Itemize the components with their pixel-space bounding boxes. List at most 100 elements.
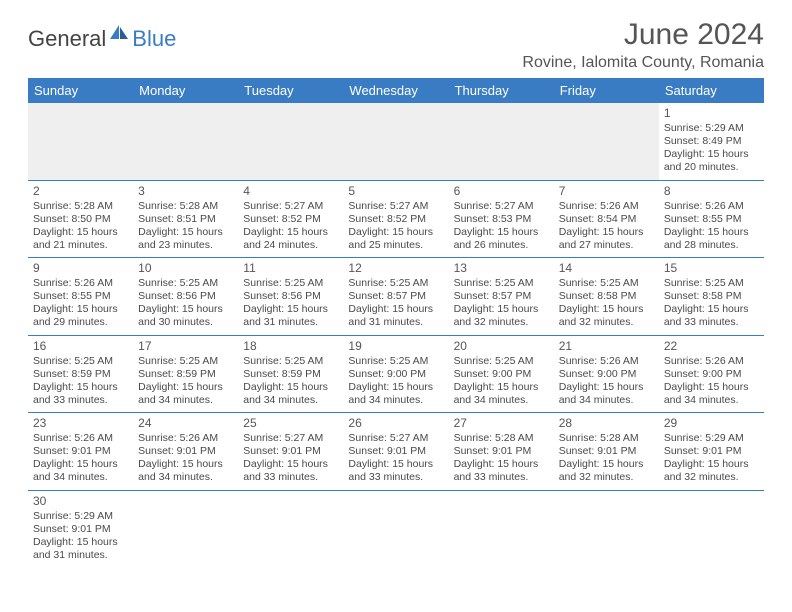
daylight-text: Daylight: 15 hours and 31 minutes. xyxy=(33,536,128,562)
calendar-cell: 13Sunrise: 5:25 AMSunset: 8:57 PMDayligh… xyxy=(449,258,554,336)
logo: General Blue xyxy=(28,24,176,53)
sunrise-text: Sunrise: 5:28 AM xyxy=(138,200,233,213)
page-header: General Blue June 2024 Rovine, Ialomita … xyxy=(28,18,764,72)
weekday-header: Sunday xyxy=(28,78,133,103)
sunrise-text: Sunrise: 5:26 AM xyxy=(33,432,128,445)
day-number: 29 xyxy=(664,416,759,431)
sunset-text: Sunset: 8:56 PM xyxy=(243,290,338,303)
day-number: 17 xyxy=(138,339,233,354)
sunrise-text: Sunrise: 5:26 AM xyxy=(559,355,654,368)
sunset-text: Sunset: 8:59 PM xyxy=(243,368,338,381)
day-number: 21 xyxy=(559,339,654,354)
sunrise-text: Sunrise: 5:25 AM xyxy=(138,277,233,290)
calendar-cell-empty xyxy=(343,490,448,567)
daylight-text: Daylight: 15 hours and 25 minutes. xyxy=(348,226,443,252)
day-number: 15 xyxy=(664,261,759,276)
calendar-cell: 8Sunrise: 5:26 AMSunset: 8:55 PMDaylight… xyxy=(659,180,764,258)
calendar-cell: 15Sunrise: 5:25 AMSunset: 8:58 PMDayligh… xyxy=(659,258,764,336)
sunrise-text: Sunrise: 5:27 AM xyxy=(243,200,338,213)
day-number: 28 xyxy=(559,416,654,431)
sunset-text: Sunset: 9:01 PM xyxy=(454,445,549,458)
calendar-cell: 6Sunrise: 5:27 AMSunset: 8:53 PMDaylight… xyxy=(449,180,554,258)
calendar-cell-empty xyxy=(554,490,659,567)
daylight-text: Daylight: 15 hours and 33 minutes. xyxy=(243,458,338,484)
calendar-row: 1 Sunrise: 5:29 AM Sunset: 8:49 PM Dayli… xyxy=(28,103,764,180)
sunrise-text: Sunrise: 5:25 AM xyxy=(243,277,338,290)
calendar-cell-empty xyxy=(554,103,659,180)
sunset-text: Sunset: 9:01 PM xyxy=(138,445,233,458)
daylight-text: Daylight: 15 hours and 32 minutes. xyxy=(559,303,654,329)
calendar-cell-empty xyxy=(449,103,554,180)
calendar-cell-empty xyxy=(28,103,133,180)
day-number: 26 xyxy=(348,416,443,431)
sunset-text: Sunset: 8:52 PM xyxy=(243,213,338,226)
daylight-text: Daylight: 15 hours and 34 minutes. xyxy=(33,458,128,484)
weekday-header: Tuesday xyxy=(238,78,343,103)
calendar-table: Sunday Monday Tuesday Wednesday Thursday… xyxy=(28,78,764,567)
calendar-row: 30Sunrise: 5:29 AMSunset: 9:01 PMDayligh… xyxy=(28,490,764,567)
calendar-cell: 28Sunrise: 5:28 AMSunset: 9:01 PMDayligh… xyxy=(554,413,659,491)
sunrise-text: Sunrise: 5:25 AM xyxy=(348,355,443,368)
calendar-cell: 25Sunrise: 5:27 AMSunset: 9:01 PMDayligh… xyxy=(238,413,343,491)
sunrise-text: Sunrise: 5:27 AM xyxy=(348,432,443,445)
day-number: 13 xyxy=(454,261,549,276)
calendar-cell: 21Sunrise: 5:26 AMSunset: 9:00 PMDayligh… xyxy=(554,335,659,413)
sunset-text: Sunset: 8:49 PM xyxy=(664,135,759,148)
daylight-text: Daylight: 15 hours and 34 minutes. xyxy=(138,381,233,407)
sunrise-text: Sunrise: 5:28 AM xyxy=(454,432,549,445)
calendar-cell-empty xyxy=(659,490,764,567)
sunrise-text: Sunrise: 5:26 AM xyxy=(33,277,128,290)
sunset-text: Sunset: 9:01 PM xyxy=(243,445,338,458)
calendar-cell: 14Sunrise: 5:25 AMSunset: 8:58 PMDayligh… xyxy=(554,258,659,336)
weekday-header: Thursday xyxy=(449,78,554,103)
daylight-text: Daylight: 15 hours and 34 minutes. xyxy=(664,381,759,407)
sunset-text: Sunset: 8:51 PM xyxy=(138,213,233,226)
sunrise-text: Sunrise: 5:29 AM xyxy=(33,510,128,523)
daylight-text: Daylight: 15 hours and 32 minutes. xyxy=(559,458,654,484)
day-number: 9 xyxy=(33,261,128,276)
sunrise-text: Sunrise: 5:27 AM xyxy=(454,200,549,213)
daylight-text: Daylight: 15 hours and 28 minutes. xyxy=(664,226,759,252)
calendar-cell: 19Sunrise: 5:25 AMSunset: 9:00 PMDayligh… xyxy=(343,335,448,413)
day-number: 22 xyxy=(664,339,759,354)
calendar-cell: 26Sunrise: 5:27 AMSunset: 9:01 PMDayligh… xyxy=(343,413,448,491)
sunset-text: Sunset: 9:00 PM xyxy=(664,368,759,381)
day-number: 7 xyxy=(559,184,654,199)
calendar-cell: 1 Sunrise: 5:29 AM Sunset: 8:49 PM Dayli… xyxy=(659,103,764,180)
sunrise-text: Sunrise: 5:25 AM xyxy=(348,277,443,290)
daylight-text: Daylight: 15 hours and 34 minutes. xyxy=(454,381,549,407)
day-number: 2 xyxy=(33,184,128,199)
calendar-cell: 18Sunrise: 5:25 AMSunset: 8:59 PMDayligh… xyxy=(238,335,343,413)
day-number: 3 xyxy=(138,184,233,199)
calendar-cell: 9Sunrise: 5:26 AMSunset: 8:55 PMDaylight… xyxy=(28,258,133,336)
weekday-header: Wednesday xyxy=(343,78,448,103)
calendar-cell: 29Sunrise: 5:29 AMSunset: 9:01 PMDayligh… xyxy=(659,413,764,491)
day-number: 12 xyxy=(348,261,443,276)
sunset-text: Sunset: 8:59 PM xyxy=(33,368,128,381)
sunset-text: Sunset: 9:00 PM xyxy=(348,368,443,381)
daylight-text: Daylight: 15 hours and 34 minutes. xyxy=(243,381,338,407)
calendar-cell-empty xyxy=(449,490,554,567)
sunrise-text: Sunrise: 5:25 AM xyxy=(33,355,128,368)
calendar-cell: 5Sunrise: 5:27 AMSunset: 8:52 PMDaylight… xyxy=(343,180,448,258)
calendar-row: 16Sunrise: 5:25 AMSunset: 8:59 PMDayligh… xyxy=(28,335,764,413)
daylight-text: Daylight: 15 hours and 33 minutes. xyxy=(664,303,759,329)
sunset-text: Sunset: 9:01 PM xyxy=(664,445,759,458)
month-title: June 2024 xyxy=(522,18,764,52)
calendar-cell: 2Sunrise: 5:28 AMSunset: 8:50 PMDaylight… xyxy=(28,180,133,258)
calendar-cell: 10Sunrise: 5:25 AMSunset: 8:56 PMDayligh… xyxy=(133,258,238,336)
day-number: 8 xyxy=(664,184,759,199)
sunrise-text: Sunrise: 5:25 AM xyxy=(454,277,549,290)
calendar-cell: 24Sunrise: 5:26 AMSunset: 9:01 PMDayligh… xyxy=(133,413,238,491)
logo-sail-icon xyxy=(108,24,130,47)
sunset-text: Sunset: 9:01 PM xyxy=(559,445,654,458)
daylight-text: Daylight: 15 hours and 20 minutes. xyxy=(664,148,759,174)
calendar-row: 9Sunrise: 5:26 AMSunset: 8:55 PM Daylight… xyxy=(28,258,764,336)
day-number: 4 xyxy=(243,184,338,199)
sunset-text: Sunset: 8:55 PM xyxy=(33,290,128,303)
calendar-cell: 7Sunrise: 5:26 AMSunset: 8:54 PMDaylight… xyxy=(554,180,659,258)
daylight-text: Daylight: 15 hours and 26 minutes. xyxy=(454,226,549,252)
weekday-header: Saturday xyxy=(659,78,764,103)
day-number: 11 xyxy=(243,261,338,276)
calendar-cell-empty xyxy=(238,103,343,180)
